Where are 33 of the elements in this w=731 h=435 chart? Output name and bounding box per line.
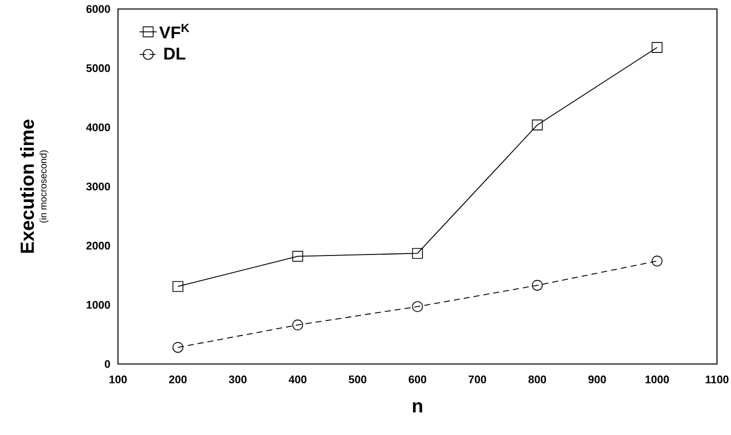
x-axis-title: n [412, 402, 422, 412]
point [652, 256, 662, 266]
x-tick-label: 700 [468, 376, 486, 384]
y-tick-label: 3000 [86, 182, 110, 190]
x-tick-label: 1100 [706, 376, 728, 384]
y-axis-title: Execution time [20, 120, 34, 253]
x-tick-label: 300 [228, 376, 247, 384]
y-tick-label: 6000 [86, 5, 110, 13]
point [172, 342, 184, 353]
x-tick-label: 400 [288, 376, 306, 384]
text: (in mocrosecond) [40, 150, 48, 223]
point [532, 120, 543, 130]
point [412, 248, 423, 259]
point [172, 281, 184, 292]
x-tick-label: 200 [169, 376, 187, 384]
y-tick-label: 2000 [86, 242, 110, 250]
x-tick-label: 500 [348, 376, 366, 384]
point [292, 320, 304, 330]
x-tick-label: 800 [528, 376, 546, 384]
y-tick-label: 4000 [86, 123, 110, 132]
point [292, 250, 304, 262]
point [652, 42, 662, 53]
y-tick-label: 5000 [86, 64, 110, 72]
legend-label: DL [164, 48, 186, 60]
point [412, 301, 423, 312]
x-tick-label: 100 [110, 376, 127, 384]
y-tick-label: 0 [104, 360, 110, 368]
x-tick-label: 1000 [646, 376, 669, 384]
legend-label: VF$^{K}$ [159, 24, 190, 38]
point [532, 280, 543, 291]
x-tick-label: 900 [588, 376, 606, 384]
x-tick-label: 600 [408, 376, 426, 384]
y-tick-label: 1000 [86, 300, 110, 309]
